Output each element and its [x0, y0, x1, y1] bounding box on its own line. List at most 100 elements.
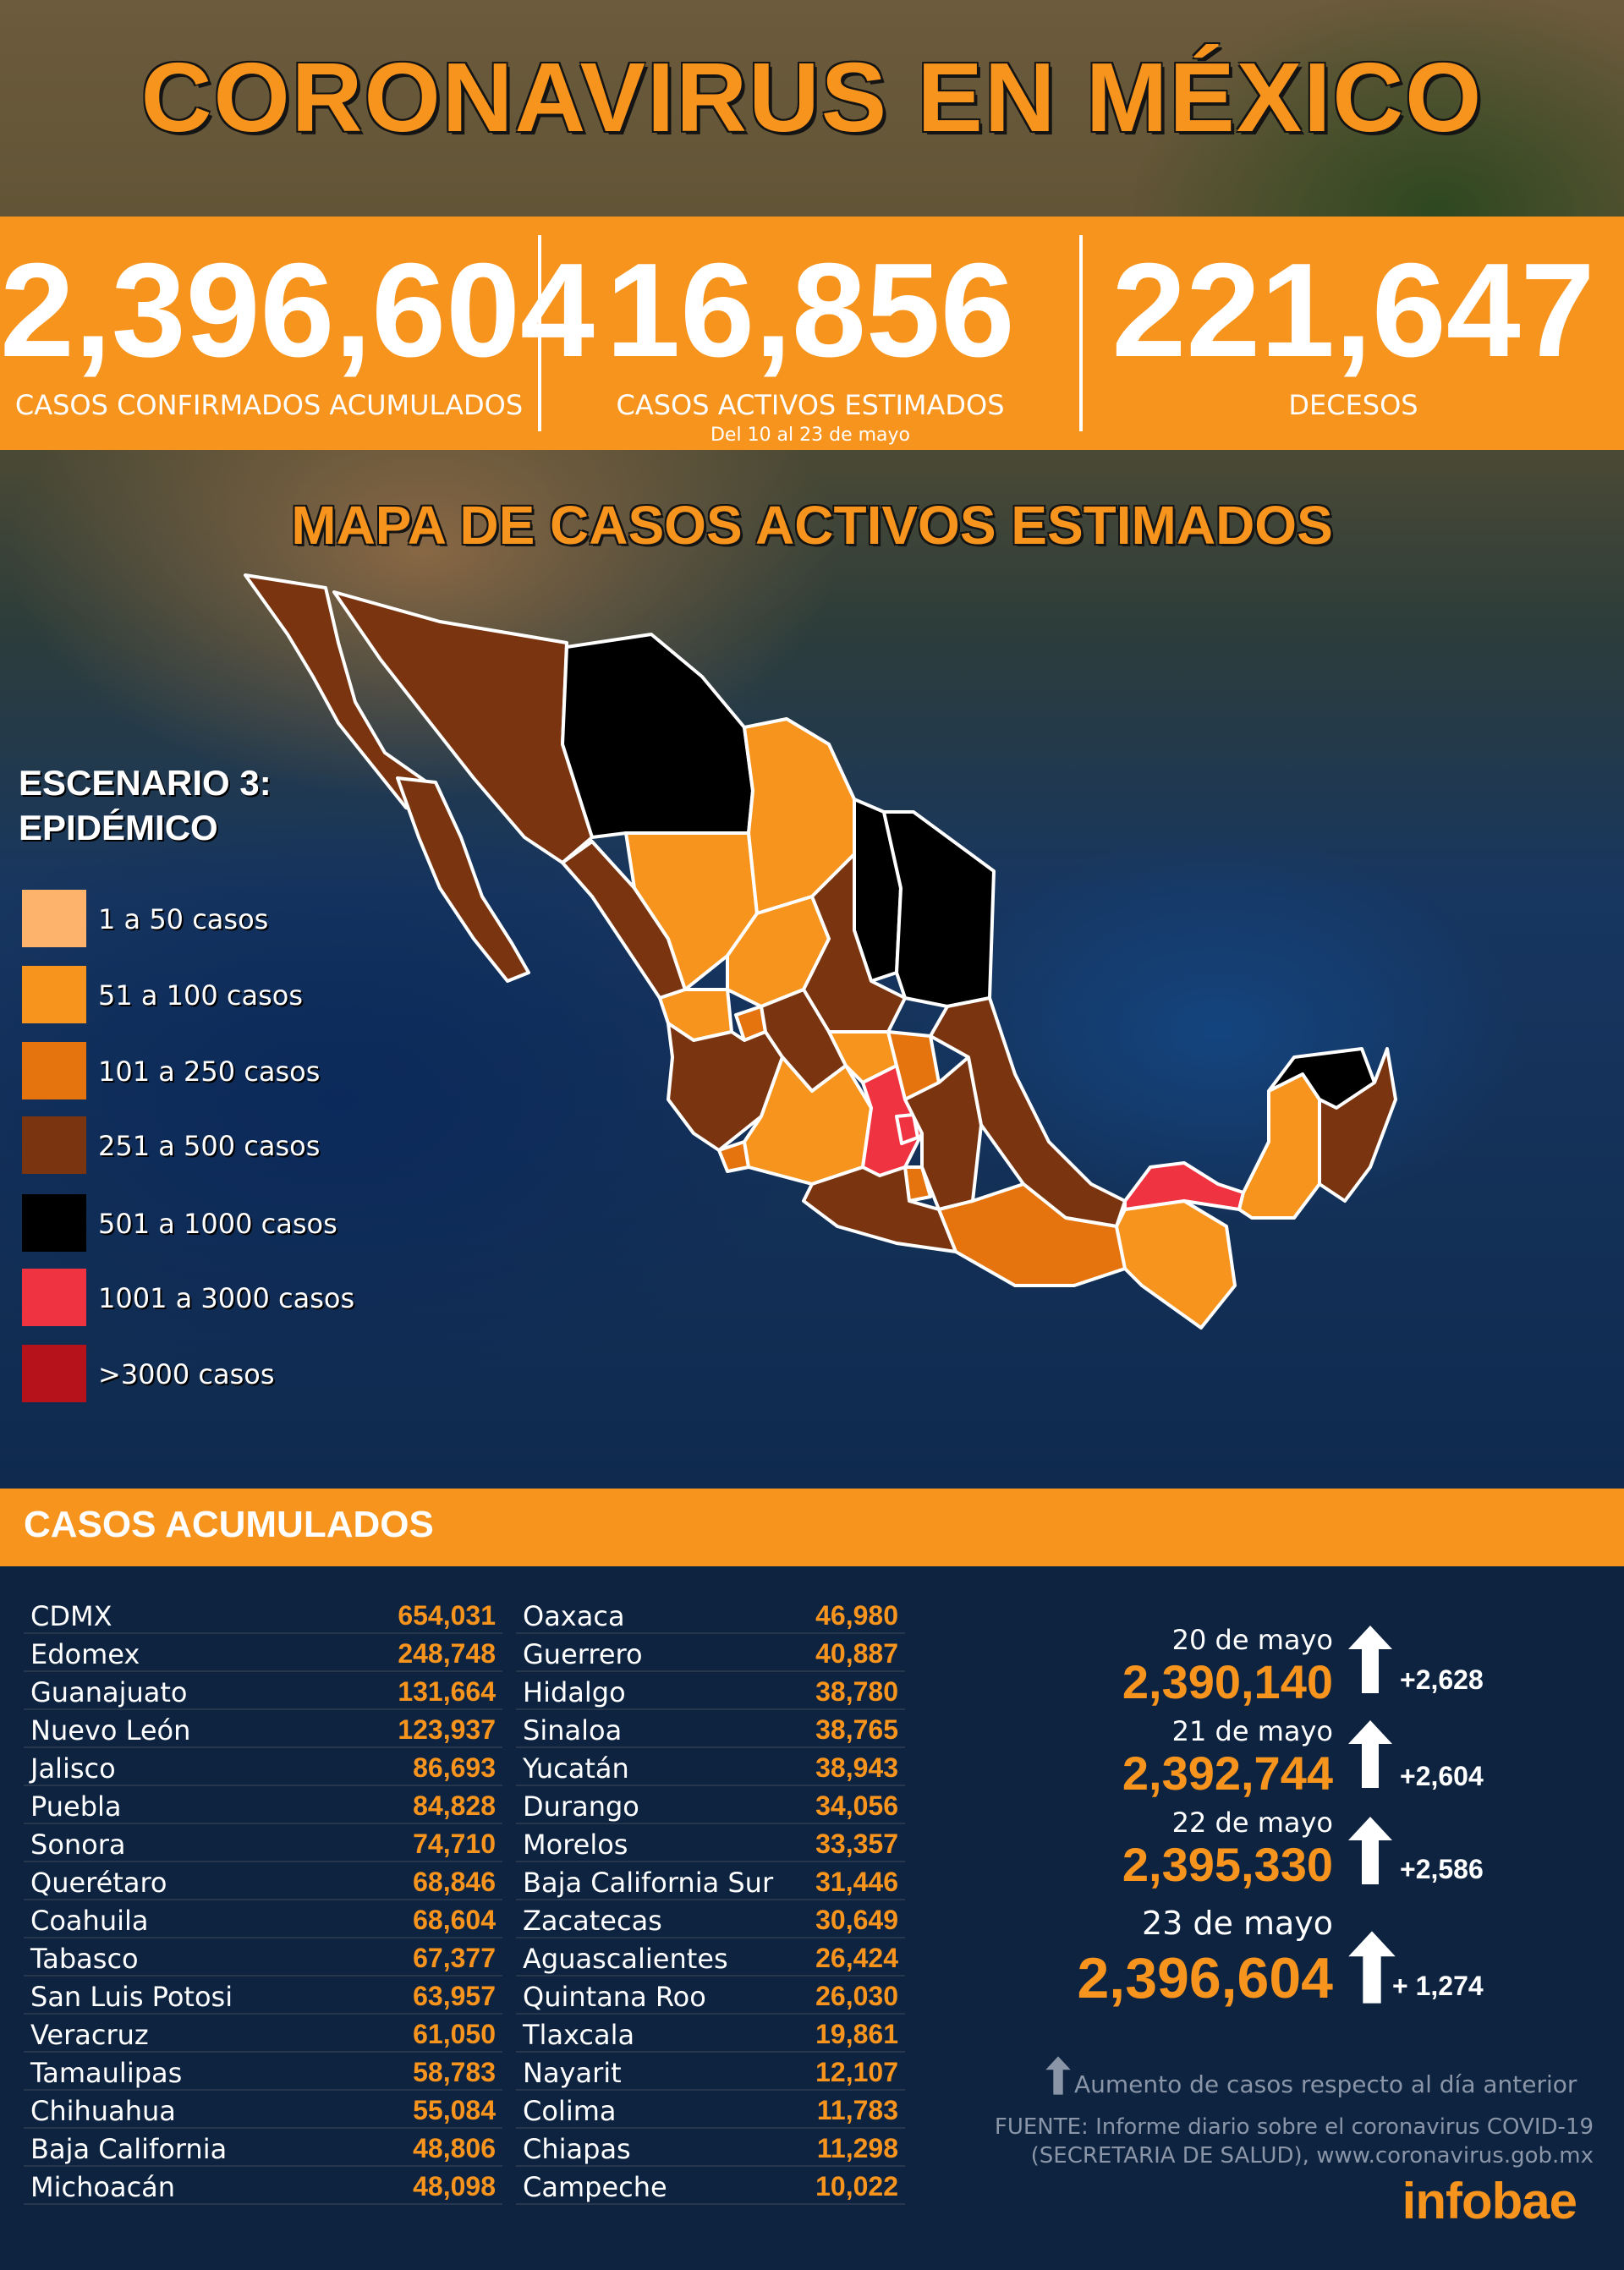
state-value: 34,056 [815, 1790, 898, 1821]
table-row: Guerrero 40,887 [516, 1637, 905, 1672]
state-name: Tlaxcala [523, 2019, 635, 2051]
stat-active: 16,856 CASOS ACTIVOS ESTIMADOS Del 10 al… [541, 217, 1079, 450]
table-row: Tlaxcala 19,861 [516, 2017, 905, 2053]
map-state [1123, 1161, 1245, 1211]
table-row: Guanajuato 131,664 [24, 1675, 502, 1710]
legend-label: 51 a 100 casos [98, 979, 304, 1012]
daily-total: 2,390,140 [1122, 1655, 1333, 1708]
map-state [1115, 1199, 1237, 1330]
legend-title: ESCENARIO 3: EPIDÉMICO [19, 761, 272, 850]
state-value: 40,887 [815, 1638, 898, 1669]
state-value: 48,806 [413, 2133, 496, 2163]
state-name: Puebla [30, 1790, 122, 1823]
map-state [396, 776, 530, 983]
daily-entry: 20 de mayo 2,390,140 [1015, 1624, 1333, 1708]
state-name: Aguascalientes [523, 1943, 728, 1975]
state-value: 67,377 [413, 1943, 496, 1973]
state-name: Tabasco [30, 1943, 139, 1975]
state-name: Durango [523, 1790, 639, 1823]
state-name: Guerrero [523, 1638, 643, 1670]
state-value: 11,783 [816, 2095, 898, 2125]
daily-increase: +2,586 [1400, 1854, 1484, 1884]
table-row: Chihuahua 55,084 [24, 2093, 502, 2129]
state-value: 58,783 [413, 2057, 496, 2087]
state-name: Veracruz [30, 2019, 149, 2051]
accumulated-header-band: CASOS ACUMULADOS [0, 1489, 1624, 1566]
state-name: Jalisco [30, 1752, 116, 1785]
state-name: Querétaro [30, 1867, 167, 1899]
table-row: Jalisco 86,693 [24, 1751, 502, 1786]
bottom-panel [0, 1566, 1624, 2270]
daily-date: 21 de mayo [1171, 1715, 1333, 1747]
state-name: CDMX [30, 1600, 112, 1632]
daily-date: 23 de mayo [1141, 1905, 1333, 1942]
state-name: Campeche [523, 2171, 667, 2203]
state-name: Yucatán [523, 1752, 629, 1785]
stat-divider [538, 235, 541, 431]
daily-date: 22 de mayo [1171, 1807, 1333, 1839]
state-name: Michoacán [30, 2171, 176, 2203]
table-row: Campeche 10,022 [516, 2169, 905, 2205]
mexico-map [244, 573, 1397, 1330]
stat-deaths-label: DECESOS [1288, 389, 1418, 421]
legend-swatch [22, 890, 86, 947]
table-row: Tabasco 67,377 [24, 1941, 502, 1977]
map-state [895, 1113, 919, 1145]
map-state [882, 810, 996, 1008]
table-row: San Luis Potosi 63,957 [24, 1979, 502, 2015]
state-name: Baja California [30, 2133, 228, 2165]
table-row: Sonora 74,710 [24, 1827, 502, 1862]
state-value: 38,765 [815, 1714, 898, 1745]
table-row: Yucatán 38,943 [516, 1751, 905, 1786]
state-value: 19,861 [815, 2019, 898, 2049]
stat-confirmed-value: 2,396,604 [0, 236, 595, 385]
state-name: Sonora [30, 1829, 126, 1861]
daily-entry: 22 de mayo 2,395,330 [1015, 1807, 1333, 1891]
state-value: 26,424 [815, 1943, 898, 1973]
state-value: 10,022 [815, 2171, 898, 2201]
legend-label: 501 a 1000 casos [98, 1208, 337, 1240]
table-row: Tamaulipas 58,783 [24, 2055, 502, 2091]
table-row: Nuevo León 123,937 [24, 1713, 502, 1748]
state-value: 30,649 [815, 1905, 898, 1935]
table-row: Michoacán 48,098 [24, 2169, 502, 2205]
table-row: Nayarit 12,107 [516, 2055, 905, 2091]
state-name: Tamaulipas [30, 2057, 183, 2089]
stat-confirmed: 2,396,604 CASOS CONFIRMADOS ACUMULADOS [0, 217, 595, 450]
arrow-up-icon [1348, 1931, 1396, 2004]
table-row: Puebla 84,828 [24, 1789, 502, 1824]
table-row: Chiapas 11,298 [516, 2131, 905, 2167]
state-value: 38,780 [815, 1676, 898, 1707]
state-value: 131,664 [398, 1676, 496, 1707]
table-row: Querétaro 68,846 [24, 1865, 502, 1900]
state-value: 33,357 [815, 1829, 898, 1859]
stat-deaths: 221,647 DECESOS [1083, 217, 1624, 450]
state-name: Morelos [523, 1829, 628, 1861]
daily-increase: +2,628 [1400, 1664, 1484, 1695]
state-value: 654,031 [398, 1600, 496, 1631]
legend-title-line-2: EPIDÉMICO [19, 807, 218, 847]
state-name: Chihuahua [30, 2095, 176, 2127]
state-name: Zacatecas [523, 1905, 662, 1937]
daily-total: 2,395,330 [1122, 1838, 1333, 1891]
map-state [802, 853, 907, 1034]
state-value: 84,828 [413, 1790, 496, 1821]
legend-swatch [22, 966, 86, 1023]
state-value: 68,604 [413, 1905, 496, 1935]
legend-label: 1 a 50 casos [98, 903, 269, 935]
state-value: 61,050 [413, 2019, 496, 2049]
state-value: 68,846 [413, 1867, 496, 1897]
daily-increase: +2,604 [1400, 1761, 1484, 1791]
state-name: Quintana Roo [523, 1981, 706, 2013]
state-value: 63,957 [413, 1981, 496, 2011]
state-value: 248,748 [398, 1638, 496, 1669]
legend-label: >3000 casos [98, 1358, 275, 1390]
state-value: 11,298 [816, 2133, 898, 2163]
stat-active-value: 16,856 [606, 236, 1015, 385]
state-value: 26,030 [815, 1981, 898, 2011]
table-row: Quintana Roo 26,030 [516, 1979, 905, 2015]
table-row: CDMX 654,031 [24, 1598, 502, 1634]
arrow-up-icon [1348, 1720, 1392, 1788]
state-name: Nayarit [523, 2057, 622, 2089]
source-line-1: FUENTE: Informe diario sobre el coronavi… [994, 2114, 1594, 2140]
